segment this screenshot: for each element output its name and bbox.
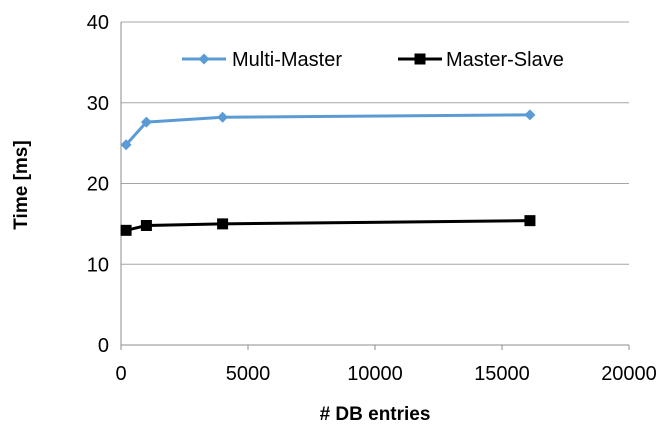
axes: 0 10 20 30 40 0 5000 10000 15000 20000 xyxy=(87,12,657,385)
data-point xyxy=(217,218,229,230)
x-tick-label: 5000 xyxy=(226,363,271,385)
legend-marker xyxy=(414,53,426,65)
legend-item: Master-Slave xyxy=(398,49,564,71)
data-point xyxy=(524,215,536,227)
data-series xyxy=(120,109,536,236)
data-point xyxy=(120,139,132,151)
series-line xyxy=(124,113,530,146)
y-tick-label: 10 xyxy=(87,254,109,276)
y-axis-title: Time [ms] xyxy=(11,140,32,229)
series-0 xyxy=(120,109,536,151)
x-tick-label: 20000 xyxy=(601,363,657,385)
legend-label: Multi-Master xyxy=(232,49,342,71)
legend-label: Master-Slave xyxy=(446,49,564,71)
y-tick-label: 40 xyxy=(87,12,109,34)
legend-marker xyxy=(198,53,210,65)
y-tick-label: 0 xyxy=(98,335,109,357)
data-point xyxy=(524,109,536,121)
data-point xyxy=(120,224,132,236)
data-point xyxy=(217,111,229,123)
y-tick-label: 20 xyxy=(87,174,109,196)
axis-titles: # DB entries Time [ms] xyxy=(11,140,430,425)
data-point xyxy=(140,116,152,128)
y-tick-label: 30 xyxy=(87,93,109,115)
x-axis-title: # DB entries xyxy=(320,404,431,425)
legend: Multi-Master Master-Slave xyxy=(182,49,564,71)
legend-item: Multi-Master xyxy=(182,49,342,71)
x-tick-label: 10000 xyxy=(347,363,403,385)
series-line xyxy=(125,219,530,232)
x-tick-label: 0 xyxy=(115,363,126,385)
x-tick-label: 15000 xyxy=(474,363,530,385)
grid-lines xyxy=(121,21,629,265)
data-point xyxy=(140,219,152,231)
series-1 xyxy=(120,215,536,236)
